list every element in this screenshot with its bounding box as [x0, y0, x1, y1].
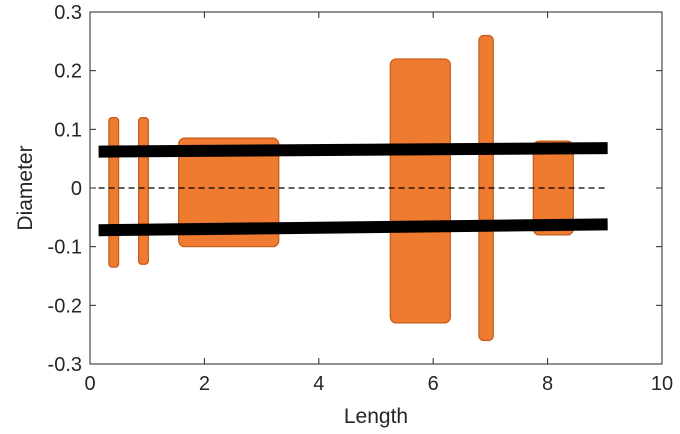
- x-tick-label: 6: [428, 373, 439, 395]
- y-tick-label: -0.3: [48, 354, 82, 376]
- y-ticks: 0.3 0.2 0.1 0 -0.1 -0.2 -0.3: [48, 2, 662, 376]
- x-tick-label: 8: [542, 373, 553, 395]
- shaft-line-2: [98, 218, 608, 237]
- x-tick-label: 4: [313, 373, 324, 395]
- y-tick-label: -0.2: [48, 295, 82, 317]
- x-tick-label: 0: [84, 373, 95, 395]
- y-tick-label: -0.1: [48, 237, 82, 259]
- y-axis-title: Diameter: [14, 145, 37, 230]
- plot-area: [90, 12, 662, 364]
- x-ticks: 0 2 4 6 8 10: [84, 12, 673, 395]
- bar-1: [108, 116, 120, 268]
- y-tick-label: 0.2: [54, 61, 82, 83]
- x-tick-label: 2: [199, 373, 210, 395]
- shaft-line-1: [98, 142, 608, 158]
- bar-4: [389, 58, 451, 324]
- x-axis-title: Length: [344, 405, 408, 428]
- x-tick-label: 10: [651, 373, 673, 395]
- bar-2: [138, 116, 149, 265]
- y-tick-label: 0: [71, 178, 82, 200]
- bar-3: [178, 137, 280, 248]
- shaft-group: [98, 142, 608, 237]
- y-tick-label: 0.3: [54, 2, 82, 24]
- y-tick-label: 0.1: [54, 119, 82, 141]
